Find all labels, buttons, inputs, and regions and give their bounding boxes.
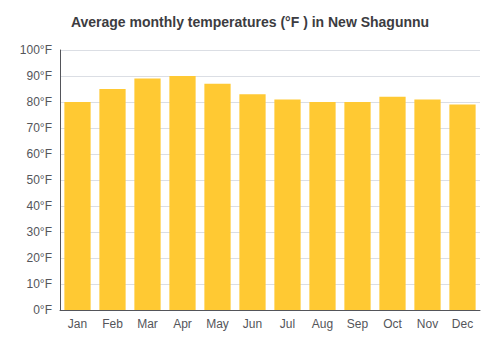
svg-text:Apr: Apr: [173, 317, 192, 331]
svg-text:Aug: Aug: [312, 317, 333, 331]
svg-text:50°F: 50°F: [27, 173, 52, 187]
svg-text:Dec: Dec: [452, 317, 473, 331]
svg-text:20°F: 20°F: [27, 251, 52, 265]
svg-text:Average monthly temperatures (: Average monthly temperatures (°F ) in Ne…: [71, 14, 429, 30]
svg-text:70°F: 70°F: [27, 121, 52, 135]
svg-text:Jan: Jan: [68, 317, 87, 331]
svg-text:90°F: 90°F: [27, 69, 52, 83]
svg-text:Mar: Mar: [137, 317, 158, 331]
svg-text:10°F: 10°F: [27, 277, 52, 291]
svg-text:May: May: [206, 317, 229, 331]
svg-text:Nov: Nov: [417, 317, 438, 331]
svg-text:0°F: 0°F: [33, 303, 52, 317]
svg-text:Jun: Jun: [243, 317, 262, 331]
svg-text:Oct: Oct: [383, 317, 402, 331]
svg-text:100°F: 100°F: [20, 43, 52, 57]
svg-text:40°F: 40°F: [27, 199, 52, 213]
svg-text:Jul: Jul: [280, 317, 295, 331]
svg-text:Sep: Sep: [347, 317, 369, 331]
svg-text:30°F: 30°F: [27, 225, 52, 239]
svg-text:Feb: Feb: [102, 317, 123, 331]
svg-text:60°F: 60°F: [27, 147, 52, 161]
svg-text:80°F: 80°F: [27, 95, 52, 109]
